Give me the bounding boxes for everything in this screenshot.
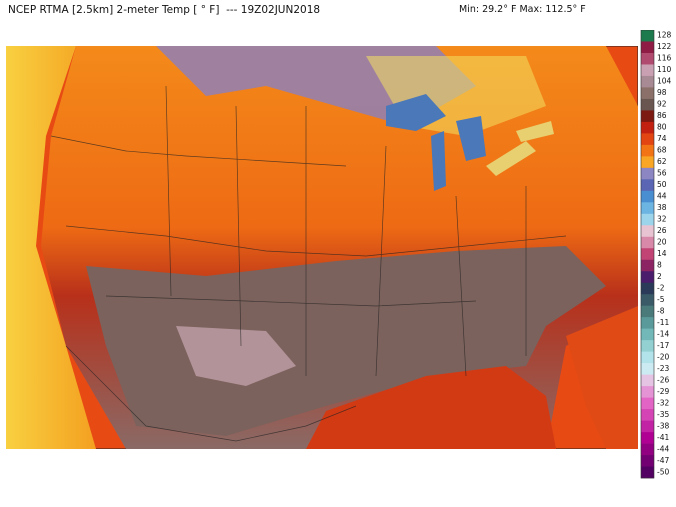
- colorbar-label: 110: [657, 65, 672, 74]
- colorbar-cell: [641, 110, 654, 123]
- colorbar-cell: [641, 179, 654, 192]
- colorbar-label: -50: [657, 467, 669, 476]
- colorbar-label: 74: [657, 134, 667, 143]
- colorbar-label: -20: [657, 352, 669, 361]
- colorbar-label: 68: [657, 146, 667, 155]
- colorbar-label: 98: [657, 88, 667, 97]
- colorbar-label: -32: [657, 398, 669, 407]
- colorbar-cell: [641, 328, 654, 341]
- colorbar-cell: [641, 156, 654, 169]
- colorbar-cell: [641, 202, 654, 215]
- colorbar-cell: [641, 190, 654, 203]
- colorbar-cell: [641, 351, 654, 364]
- colorbar-label: 128: [657, 31, 672, 40]
- colorbar-cell: [641, 236, 654, 249]
- map-title: NCEP RTMA [2.5km] 2-meter Temp [ ° F] --…: [8, 4, 321, 16]
- colorbar-cell: [641, 374, 654, 387]
- colorbar-label: 92: [657, 100, 667, 109]
- colorbar-label: -47: [657, 456, 669, 465]
- colorbar-cell: [641, 98, 654, 111]
- colorbar-cell: [641, 443, 654, 456]
- colorbar-label: 80: [657, 123, 667, 132]
- colorbar-label: -5: [657, 295, 665, 304]
- colorbar-label: 38: [657, 203, 667, 212]
- colorbar-label: -8: [657, 306, 665, 315]
- min-max: Min: 29.2° F Max: 112.5° F: [459, 4, 586, 15]
- colorbar-label: -14: [657, 329, 669, 338]
- colorbar-label: 50: [657, 180, 667, 189]
- colorbar-label: 104: [657, 77, 672, 86]
- colorbar-label: 8: [657, 260, 662, 269]
- colorbar-label: -17: [657, 341, 669, 350]
- colorbar-label: 20: [657, 238, 667, 247]
- colorbar-label: -38: [657, 421, 669, 430]
- colorbar-label: 62: [657, 157, 667, 166]
- colorbar-label: 56: [657, 169, 667, 178]
- colorbar-cell: [641, 363, 654, 375]
- colorbar-cell: [641, 409, 654, 421]
- colorbar-label: -11: [657, 318, 669, 327]
- colorbar-label: -41: [657, 433, 669, 442]
- colorbar-label: -29: [657, 387, 669, 396]
- colorbar-cell: [641, 30, 654, 42]
- colorbar-cell: [641, 75, 654, 88]
- colorbar-cell: [641, 121, 654, 134]
- colorbar-label: 26: [657, 226, 667, 235]
- colorbar-cell: [641, 455, 654, 467]
- colorbar-cell: [641, 420, 654, 433]
- colorbar-cell: [641, 386, 654, 398]
- colorbar-cell: [641, 87, 654, 100]
- colorbar-label: -23: [657, 364, 669, 373]
- colorbar-cell: [641, 271, 654, 284]
- colorbar-label: -35: [657, 410, 669, 419]
- colorbar-cell: [641, 52, 654, 65]
- colorbar-label: -26: [657, 375, 669, 384]
- colorbar-cell: [641, 64, 654, 77]
- colorbar-label: 122: [657, 42, 672, 51]
- colorbar-cell: [641, 225, 654, 238]
- colorbar-label: -44: [657, 444, 669, 453]
- colorbar-cell: [641, 432, 654, 444]
- colorbar-cell: [641, 133, 654, 146]
- colorbar-label: 32: [657, 215, 667, 224]
- colorbar-label: 14: [657, 249, 667, 258]
- colorbar-label: 116: [657, 54, 672, 63]
- colorbar-cell: [641, 317, 654, 329]
- colorbar-cell: [641, 397, 654, 410]
- colorbar: 128 122 116 110 104 98 92 86 80 74 68 62 56 50 44 38 32 2…: [640, 30, 672, 479]
- colorbar-label: -2: [657, 283, 665, 292]
- colorbar-label: 44: [657, 192, 667, 201]
- colorbar-cell: [641, 213, 654, 226]
- colorbar-cell: [641, 41, 654, 54]
- colorbar-frame: [640, 30, 655, 479]
- colorbar-cell: [641, 340, 654, 352]
- colorbar-cell: [641, 248, 654, 261]
- colorbar-cell: [641, 466, 654, 479]
- temperature-map: [6, 46, 638, 449]
- colorbar-label: 86: [657, 111, 667, 120]
- colorbar-cell: [641, 167, 654, 180]
- colorbar-cell: [641, 294, 654, 306]
- colorbar-cell: [641, 144, 654, 157]
- colorbar-cell: [641, 305, 654, 318]
- colorbar-cell: [641, 282, 654, 295]
- colorbar-label: 2: [657, 272, 662, 281]
- colorbar-cell: [641, 259, 654, 272]
